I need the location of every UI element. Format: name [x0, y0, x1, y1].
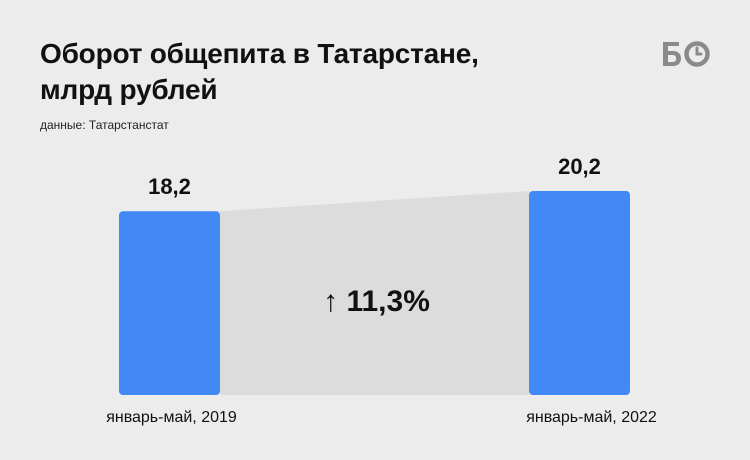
chart-title: Оборот общепита в Татарстане, млрд рубле… [40, 38, 479, 105]
source-note: данные: Татарстанстат [40, 118, 169, 132]
category-label-2022: январь-май, 2022 [526, 409, 657, 426]
connector-band [220, 191, 529, 395]
value-label-2019: 18,2 [148, 174, 191, 199]
bar-2019 [119, 211, 220, 395]
bar-2022 [529, 191, 630, 395]
change-label: ↑ 11,3% [323, 285, 430, 318]
value-label-2022: 20,2 [558, 154, 601, 179]
bo-logo-icon [663, 41, 710, 67]
bo-logo [661, 40, 711, 73]
category-label-2019: январь-май, 2019 [106, 409, 237, 426]
